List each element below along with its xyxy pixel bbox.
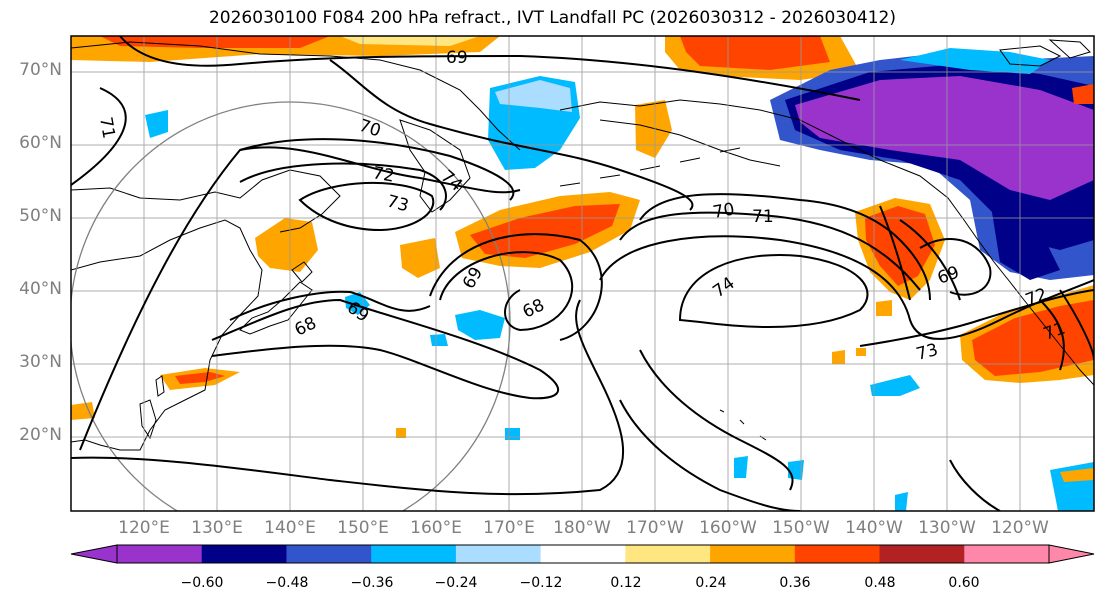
contour-label: 71 [95, 115, 118, 140]
colorbar-tick-label: −0.36 [350, 575, 394, 591]
contour-label: 70 [711, 199, 736, 222]
lat-label-50n: 50°N [19, 206, 62, 226]
lon-label: 140°W [845, 518, 903, 538]
lon-label: 160°W [699, 518, 757, 538]
colorbar-segment [964, 545, 1050, 563]
lon-label: 170°E [483, 518, 535, 538]
refractivity-contours [71, 36, 1094, 511]
colorbar-tick-label: 0.60 [948, 575, 980, 591]
colorbar-segment [371, 545, 457, 563]
colorbar-segment [710, 545, 796, 563]
colorbar-segment [540, 545, 626, 563]
ivt-shading [71, 36, 1094, 511]
colorbar-tick-label: 0.36 [779, 575, 811, 591]
range-circle [71, 101, 511, 511]
lat-label-70n: 70°N [19, 60, 62, 80]
lon-label: 180°W [553, 518, 611, 538]
colorbar-segment [794, 545, 881, 563]
colorbar [70, 544, 1095, 564]
lon-label: 120°W [991, 518, 1049, 538]
contour-label: 72 [371, 163, 396, 186]
lat-label-40n: 40°N [19, 279, 62, 299]
contour-label: 71 [752, 207, 774, 227]
map-title: 2026030100 F084 200 hPa refract., IVT La… [208, 8, 896, 28]
colorbar-tick-label: −0.48 [265, 575, 309, 591]
colorbar-tick-label: −0.12 [519, 575, 563, 591]
colorbar-segment [201, 545, 287, 563]
colorbar-segment [879, 545, 965, 563]
lon-label: 160°E [410, 518, 462, 538]
lon-label: 130°E [191, 518, 243, 538]
colorbar-tick-label: −0.24 [434, 575, 478, 591]
lon-label: 150°E [337, 518, 389, 538]
colorbar-tick-label: 0.24 [695, 575, 727, 591]
map-frame [70, 35, 1095, 512]
colorbar-extend-low [70, 544, 118, 564]
coastlines [71, 39, 1094, 451]
lon-label: 150°W [772, 518, 830, 538]
colorbar-segment [625, 545, 711, 563]
lat-label-30n: 30°N [19, 352, 62, 372]
lon-label: 120°E [118, 518, 170, 538]
colorbar-extend-high [1048, 544, 1095, 564]
colorbar-segment [117, 545, 203, 563]
lat-label-60n: 60°N [19, 133, 62, 153]
contour-label: 69 [446, 48, 468, 68]
lon-label: 140°E [264, 518, 316, 538]
lat-label-20n: 20°N [19, 425, 62, 445]
colorbar-tick-label: 0.48 [864, 575, 896, 591]
lon-label: 130°W [918, 518, 976, 538]
graticule [71, 36, 1094, 511]
lon-label: 170°W [626, 518, 684, 538]
colorbar-tick-label: −0.60 [180, 575, 224, 591]
colorbar-segment [286, 545, 372, 563]
colorbar-segment [455, 545, 542, 563]
colorbar-tick-label: 0.12 [610, 575, 642, 591]
